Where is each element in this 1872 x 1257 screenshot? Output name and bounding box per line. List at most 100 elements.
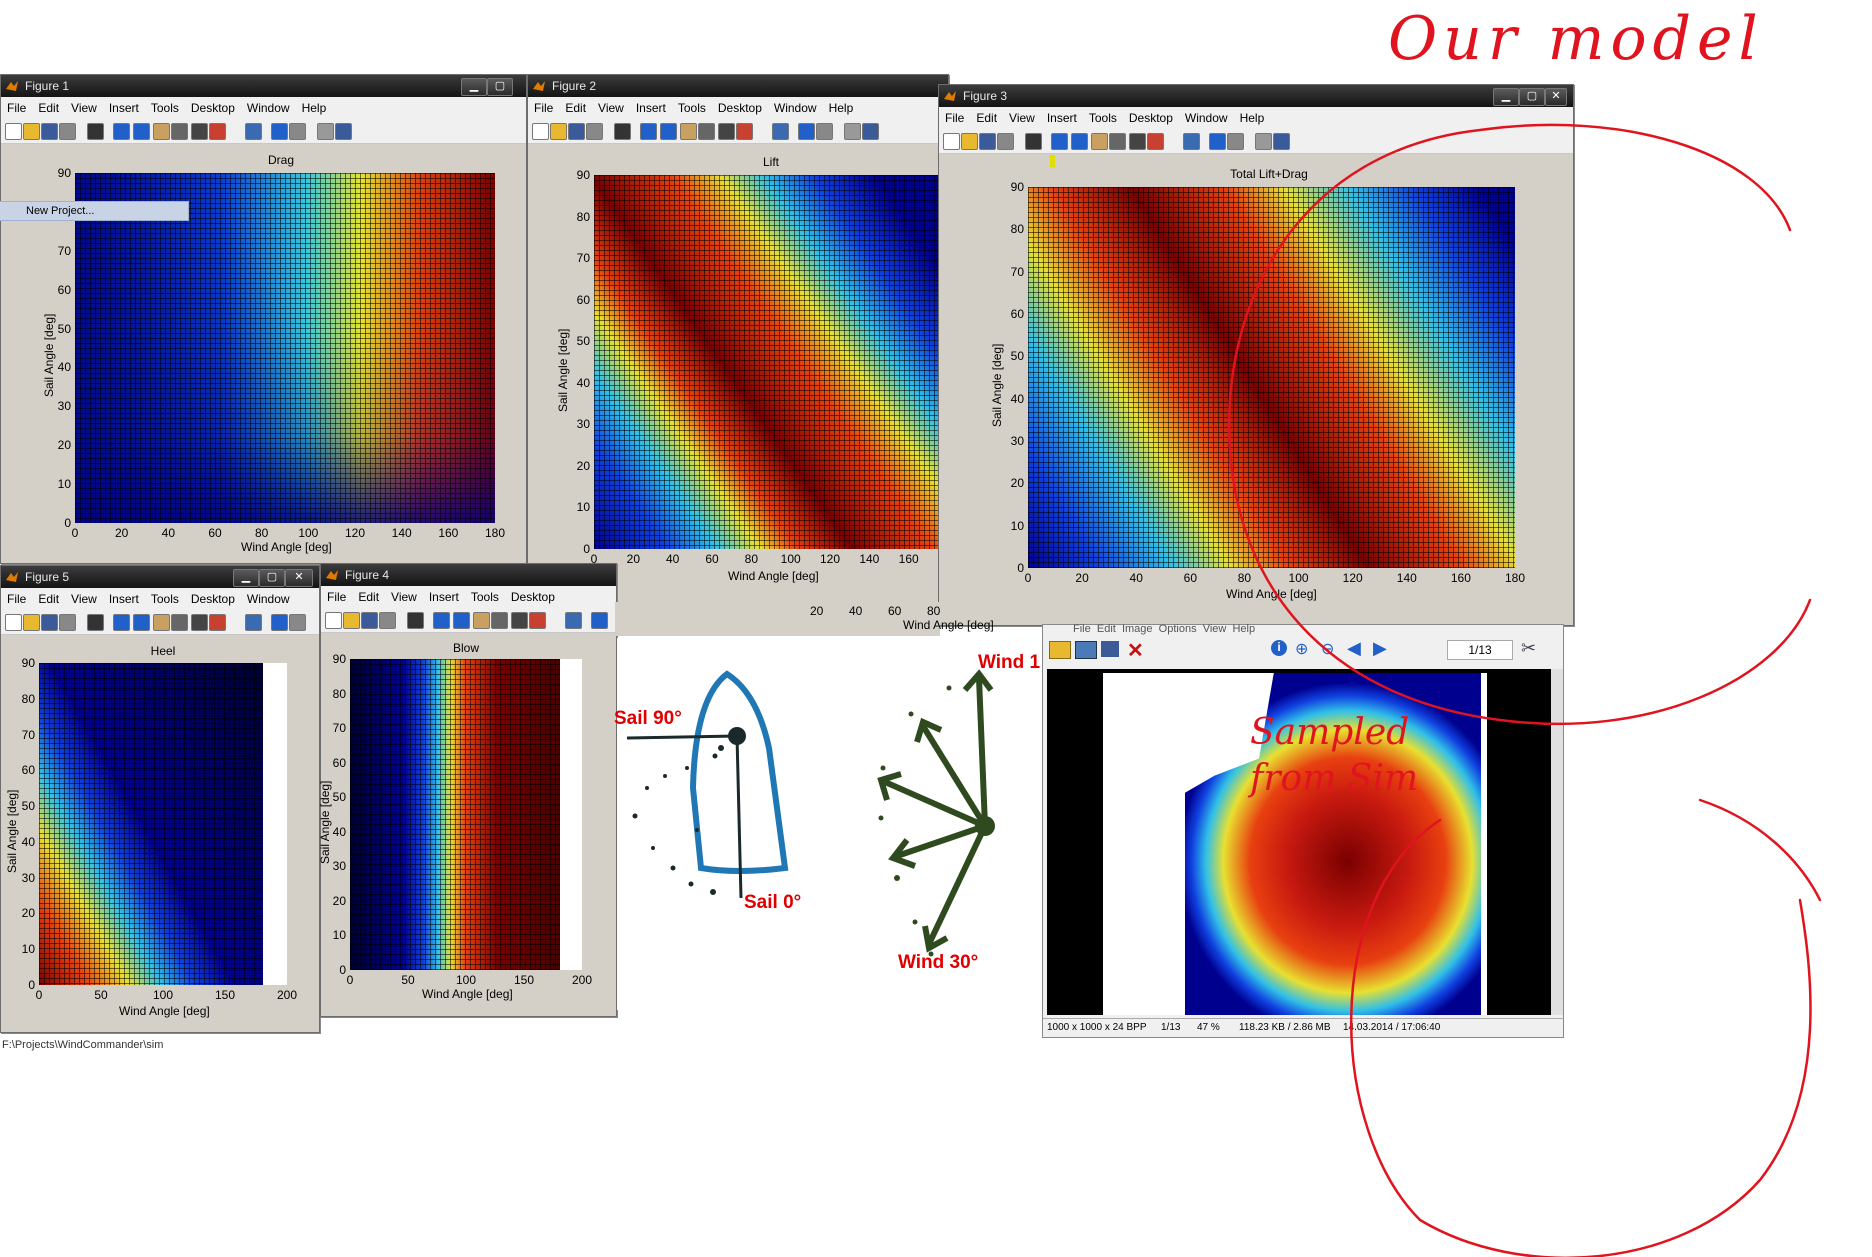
- pan-icon[interactable]: [1091, 133, 1108, 150]
- viewer-menu-file[interactable]: File: [1073, 623, 1091, 635]
- save-icon[interactable]: [361, 612, 378, 629]
- menu-edit[interactable]: Edit: [976, 111, 998, 125]
- colorbar-icon[interactable]: [591, 612, 608, 629]
- print-icon[interactable]: [586, 123, 603, 140]
- pointer-icon[interactable]: [1025, 133, 1042, 150]
- menu-desktop[interactable]: Desktop: [510, 590, 555, 604]
- zoom-out-icon[interactable]: ⊖: [1321, 641, 1335, 658]
- maximize-button[interactable]: ▢: [1519, 88, 1545, 106]
- hide-tools-icon[interactable]: [844, 123, 861, 140]
- viewer-menu-options[interactable]: Options: [1158, 623, 1197, 635]
- menu-tools[interactable]: Tools: [470, 590, 499, 604]
- rotate-icon[interactable]: [171, 614, 188, 631]
- new-file-icon[interactable]: [943, 133, 960, 150]
- data-cursor-icon[interactable]: [511, 612, 528, 629]
- zoom-out-icon[interactable]: [133, 123, 150, 140]
- pan-icon[interactable]: [473, 612, 490, 629]
- new-file-icon[interactable]: [5, 614, 22, 631]
- zoom-in-icon[interactable]: [113, 614, 130, 631]
- legend-icon[interactable]: [289, 123, 306, 140]
- brush-icon[interactable]: [1147, 133, 1164, 150]
- menu-view[interactable]: View: [391, 590, 417, 604]
- link-icon[interactable]: [772, 123, 789, 140]
- page-indicator[interactable]: 1/13: [1447, 640, 1513, 660]
- print-icon[interactable]: [997, 133, 1014, 150]
- colorbar-icon[interactable]: [271, 614, 288, 631]
- delete-icon[interactable]: ✕: [1127, 640, 1144, 662]
- zoom-in-icon[interactable]: [1051, 133, 1068, 150]
- zoom-out-icon[interactable]: [660, 123, 677, 140]
- pan-icon[interactable]: [153, 614, 170, 631]
- brush-icon[interactable]: [529, 612, 546, 629]
- rotate-icon[interactable]: [1109, 133, 1126, 150]
- print-icon[interactable]: [59, 123, 76, 140]
- colorbar-icon[interactable]: [271, 123, 288, 140]
- menu-help[interactable]: Help: [1239, 111, 1265, 125]
- menu-window[interactable]: Window: [773, 101, 817, 115]
- brush-icon[interactable]: [209, 123, 226, 140]
- pan-icon[interactable]: [153, 123, 170, 140]
- viewer-menu-edit[interactable]: Edit: [1096, 623, 1116, 635]
- rotate-icon[interactable]: [491, 612, 508, 629]
- close-button[interactable]: ✕: [285, 569, 313, 587]
- previous-icon[interactable]: ◀: [1347, 638, 1361, 658]
- save-icon[interactable]: [41, 614, 58, 631]
- figure-5-titlebar[interactable]: Figure 5 ▁ ▢ ✕: [1, 566, 319, 588]
- brush-icon[interactable]: [209, 614, 226, 631]
- zoom-out-icon[interactable]: [1071, 133, 1088, 150]
- brush-icon[interactable]: [736, 123, 753, 140]
- legend-icon[interactable]: [816, 123, 833, 140]
- pointer-icon[interactable]: [87, 614, 104, 631]
- menu-desktop[interactable]: Desktop: [1128, 111, 1173, 125]
- pan-icon[interactable]: [680, 123, 697, 140]
- menu-view[interactable]: View: [1009, 111, 1035, 125]
- zoom-in-icon[interactable]: [113, 123, 130, 140]
- open-folder-icon[interactable]: [1049, 641, 1071, 659]
- menu-file[interactable]: File: [534, 101, 554, 115]
- menu-file[interactable]: File: [327, 590, 347, 604]
- figure-4-titlebar[interactable]: Figure 4: [321, 564, 616, 586]
- link-icon[interactable]: [1183, 133, 1200, 150]
- link-icon[interactable]: [245, 123, 262, 140]
- menu-help[interactable]: Help: [301, 101, 327, 115]
- info-icon[interactable]: i: [1271, 640, 1287, 656]
- menu-edit[interactable]: Edit: [565, 101, 587, 115]
- legend-icon[interactable]: [289, 614, 306, 631]
- context-menu-item[interactable]: New Project...: [0, 201, 189, 221]
- menu-insert[interactable]: Insert: [428, 590, 459, 604]
- menu-window[interactable]: Window: [1184, 111, 1228, 125]
- save-icon[interactable]: [568, 123, 585, 140]
- rotate-icon[interactable]: [698, 123, 715, 140]
- thumbnail-icon[interactable]: [1075, 641, 1097, 659]
- menu-view[interactable]: View: [598, 101, 624, 115]
- minimize-button[interactable]: ▁: [1493, 88, 1519, 106]
- link-icon[interactable]: [245, 614, 262, 631]
- legend-icon[interactable]: [1227, 133, 1244, 150]
- maximize-button[interactable]: ▢: [487, 78, 513, 96]
- hide-tools-icon[interactable]: [317, 123, 334, 140]
- print-icon[interactable]: [379, 612, 396, 629]
- data-cursor-icon[interactable]: [718, 123, 735, 140]
- menu-edit[interactable]: Edit: [38, 592, 60, 606]
- save-icon[interactable]: [41, 123, 58, 140]
- figure-2-titlebar[interactable]: Figure 2: [528, 75, 948, 97]
- print-icon[interactable]: [59, 614, 76, 631]
- open-icon[interactable]: [23, 123, 40, 140]
- new-file-icon[interactable]: [325, 612, 342, 629]
- pointer-icon[interactable]: [407, 612, 424, 629]
- show-tools-icon[interactable]: [862, 123, 879, 140]
- show-tools-icon[interactable]: [1273, 133, 1290, 150]
- menu-window[interactable]: Window: [246, 101, 290, 115]
- zoom-in-icon[interactable]: [433, 612, 450, 629]
- menu-view[interactable]: View: [71, 592, 97, 606]
- menu-desktop[interactable]: Desktop: [717, 101, 762, 115]
- pointer-icon[interactable]: [87, 123, 104, 140]
- maximize-button[interactable]: ▢: [259, 569, 285, 587]
- menu-desktop[interactable]: Desktop: [190, 592, 235, 606]
- figure-1-titlebar[interactable]: Figure 1 ▁ ▢: [1, 75, 526, 97]
- save-icon[interactable]: [979, 133, 996, 150]
- menu-insert[interactable]: Insert: [1046, 111, 1077, 125]
- minimize-button[interactable]: ▁: [233, 569, 259, 587]
- menu-window[interactable]: Window: [246, 592, 290, 606]
- zoom-in-icon[interactable]: [640, 123, 657, 140]
